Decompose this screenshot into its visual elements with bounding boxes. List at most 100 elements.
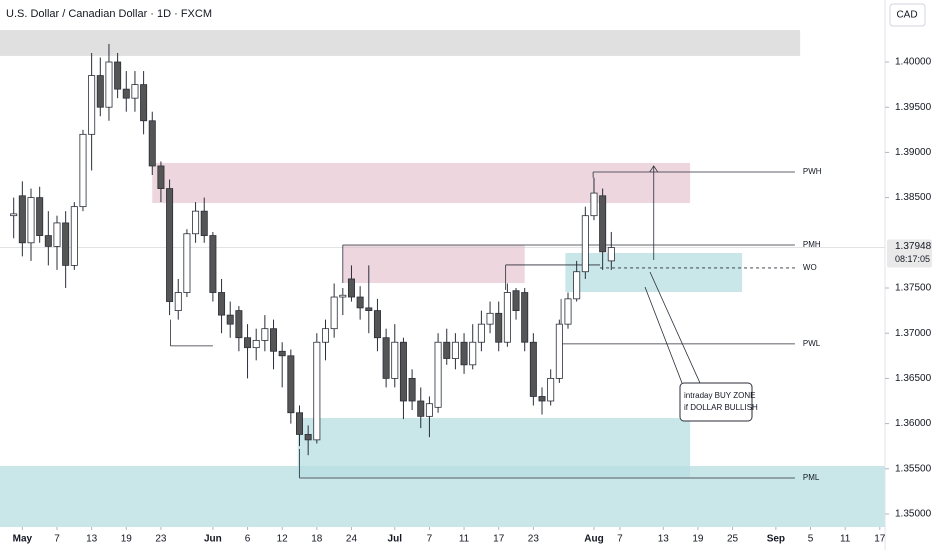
x-tick-label: Jun — [204, 534, 222, 545]
currency: CAD — [896, 10, 917, 21]
x-tick-label: 17 — [874, 534, 886, 545]
x-tick-label: Jul — [388, 534, 403, 545]
x-tick-label: 11 — [459, 534, 470, 545]
x-tick-label: 19 — [692, 534, 704, 545]
candle-body — [131, 84, 139, 99]
y-tick-label: 1.35000 — [895, 509, 932, 520]
x-tick-label: May — [13, 534, 33, 545]
price-tag-label: 1.37948 — [895, 241, 932, 252]
candle-body — [477, 323, 485, 343]
x-tick-label: 24 — [346, 534, 358, 545]
x-tick-label: 17 — [493, 534, 505, 545]
candle-body — [581, 215, 589, 273]
candle-body — [486, 312, 494, 325]
candle-body — [330, 296, 338, 330]
callout-box — [679, 382, 753, 422]
zone — [342, 244, 525, 284]
candle-body — [44, 235, 52, 247]
currency-box[interactable] — [889, 3, 926, 27]
level-label: PML — [803, 473, 820, 482]
level-label: WO — [803, 263, 817, 272]
plot-area: PWH PMH WO PWL PML — [0, 30, 885, 527]
y-tick-label: 1.39000 — [895, 147, 932, 158]
y-tick-label: 1.37500 — [895, 283, 932, 294]
candle-body — [408, 377, 416, 402]
zone — [0, 30, 801, 56]
candle-body — [278, 350, 286, 357]
candle-body — [157, 165, 165, 189]
candle-body — [443, 341, 451, 359]
candle-body — [469, 341, 477, 366]
level-label: PMH — [803, 240, 821, 249]
candle-body — [27, 197, 35, 244]
zone — [0, 465, 885, 527]
x-tick-label: 7 — [617, 534, 623, 545]
candle-body — [122, 88, 130, 99]
candle-body — [555, 323, 563, 379]
candle-body — [460, 341, 468, 366]
candle-body — [347, 278, 355, 298]
candle-body — [226, 314, 234, 325]
x-tick-label: 13 — [658, 534, 670, 545]
candle-body — [599, 195, 607, 253]
x-tick-label: 18 — [311, 534, 323, 545]
candle-body — [503, 292, 511, 343]
candle-body — [192, 210, 200, 235]
candle-body — [218, 292, 226, 316]
candle-body — [114, 61, 122, 90]
candle-body — [417, 400, 425, 417]
y-tick-label: 1.39500 — [895, 102, 932, 113]
callout-pointer — [649, 271, 701, 384]
chart-title: U.S. Dollar / Canadian Dollar · 1D · FXC… — [6, 8, 212, 20]
y-tick-label: 1.37000 — [895, 328, 932, 339]
candle-body — [538, 396, 546, 402]
candle-body — [252, 340, 260, 349]
candle-body — [140, 84, 148, 122]
candle-body — [547, 377, 555, 402]
candle-body — [321, 328, 329, 343]
y-tick-label: 1.38500 — [895, 192, 932, 203]
x-tick-label: 7 — [54, 534, 60, 545]
candle-body — [339, 294, 347, 298]
candle-body — [244, 337, 252, 349]
candle-body — [18, 195, 26, 244]
candle-body — [96, 75, 104, 108]
candle-body — [451, 341, 459, 359]
level-label: PWH — [803, 167, 822, 176]
candle-body — [365, 307, 373, 311]
callout-text: intraday BUY ZONE — [684, 391, 755, 400]
x-tick-label: Sep — [767, 534, 785, 545]
candle-body — [304, 434, 312, 441]
y-tick-label: 1.36000 — [895, 418, 932, 429]
candle-body — [590, 192, 598, 217]
candle-body — [36, 197, 44, 236]
candle-body — [10, 213, 18, 217]
x-tick-label: 5 — [808, 534, 814, 545]
zone — [152, 162, 691, 204]
candle-body — [564, 298, 572, 325]
candle-body — [62, 222, 70, 266]
x-tick-label: 23 — [528, 534, 540, 545]
candle-body — [382, 337, 390, 379]
candle-body — [183, 233, 191, 293]
candle-body — [174, 292, 182, 311]
candle-body — [512, 290, 520, 311]
candle-body — [373, 310, 381, 339]
candle-body — [287, 355, 295, 414]
candle-body — [313, 341, 321, 441]
candle-body — [166, 188, 174, 302]
callout-text: if DOLLAR BULLISH — [684, 403, 758, 412]
time-axis-panel — [0, 527, 885, 550]
x-tick-label: Aug — [584, 534, 603, 545]
candle-body — [521, 292, 529, 343]
candle-body — [573, 271, 581, 300]
y-tick-label: 1.40000 — [895, 57, 932, 68]
candle-body — [529, 341, 537, 397]
candle-body — [261, 328, 269, 341]
candle-body — [53, 222, 61, 247]
y-tick-label: 1.35500 — [895, 463, 932, 474]
candle-body — [399, 341, 407, 402]
x-tick-label: 23 — [155, 534, 167, 545]
candle-body — [70, 206, 78, 266]
